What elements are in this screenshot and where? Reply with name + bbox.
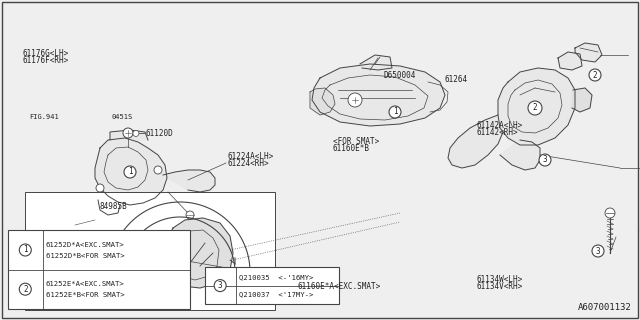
Circle shape bbox=[154, 166, 162, 174]
Text: 61224A<LH>: 61224A<LH> bbox=[227, 152, 273, 161]
Polygon shape bbox=[558, 52, 582, 70]
Text: 61176F<RH>: 61176F<RH> bbox=[22, 56, 68, 65]
Text: 61160E*B: 61160E*B bbox=[333, 144, 370, 153]
Text: 3: 3 bbox=[543, 156, 547, 164]
Text: Q210037  <'17MY->: Q210037 <'17MY-> bbox=[239, 291, 313, 297]
Text: 61160E*A<EXC.SMAT>: 61160E*A<EXC.SMAT> bbox=[298, 282, 381, 291]
Text: 3: 3 bbox=[218, 281, 223, 290]
Text: 2: 2 bbox=[593, 70, 597, 79]
Circle shape bbox=[389, 106, 401, 118]
Text: 61224<RH>: 61224<RH> bbox=[227, 159, 269, 168]
Text: 2: 2 bbox=[23, 285, 28, 294]
Polygon shape bbox=[575, 43, 602, 62]
Circle shape bbox=[605, 208, 615, 218]
Text: 1: 1 bbox=[128, 167, 132, 177]
Text: <FOR SMAT>: <FOR SMAT> bbox=[333, 137, 379, 146]
Text: 1: 1 bbox=[23, 245, 28, 254]
Text: 2: 2 bbox=[532, 103, 538, 113]
Polygon shape bbox=[95, 138, 167, 205]
Text: Q210035  <-'16MY>: Q210035 <-'16MY> bbox=[239, 275, 313, 281]
Text: 61134W<LH>: 61134W<LH> bbox=[477, 275, 523, 284]
Polygon shape bbox=[572, 88, 592, 112]
Circle shape bbox=[19, 244, 31, 256]
Circle shape bbox=[592, 245, 604, 257]
Circle shape bbox=[214, 280, 226, 292]
Circle shape bbox=[528, 101, 542, 115]
Bar bbox=[205, 267, 339, 304]
Polygon shape bbox=[310, 88, 335, 115]
Text: 61142<RH>: 61142<RH> bbox=[477, 128, 518, 137]
Circle shape bbox=[124, 166, 136, 178]
Circle shape bbox=[96, 184, 104, 192]
Circle shape bbox=[589, 69, 601, 81]
Circle shape bbox=[186, 211, 194, 219]
Polygon shape bbox=[360, 55, 392, 70]
Polygon shape bbox=[163, 218, 233, 288]
Text: FRONT: FRONT bbox=[82, 233, 109, 242]
Text: 61176G<LH>: 61176G<LH> bbox=[22, 49, 68, 58]
Circle shape bbox=[133, 131, 139, 136]
Bar bbox=[8, 230, 190, 309]
Text: 61252D*A<EXC.SMAT>: 61252D*A<EXC.SMAT> bbox=[46, 242, 125, 248]
Text: D650004: D650004 bbox=[384, 71, 417, 80]
Circle shape bbox=[539, 154, 551, 166]
Polygon shape bbox=[500, 140, 540, 170]
Text: FIG.941: FIG.941 bbox=[29, 114, 58, 120]
Text: 61264: 61264 bbox=[445, 75, 468, 84]
Text: 0451S: 0451S bbox=[112, 114, 133, 120]
Text: 3: 3 bbox=[596, 246, 600, 255]
Text: 84985B: 84985B bbox=[99, 202, 127, 211]
Polygon shape bbox=[110, 130, 148, 140]
Circle shape bbox=[348, 93, 362, 107]
Text: A607001132: A607001132 bbox=[579, 303, 632, 312]
Circle shape bbox=[123, 128, 133, 138]
Text: 61252E*A<EXC.SMAT>: 61252E*A<EXC.SMAT> bbox=[46, 281, 125, 287]
Polygon shape bbox=[448, 115, 503, 168]
Bar bbox=[25, 192, 275, 310]
Text: 1: 1 bbox=[393, 108, 397, 116]
Polygon shape bbox=[163, 170, 215, 192]
Text: 61252E*B<FOR SMAT>: 61252E*B<FOR SMAT> bbox=[46, 292, 125, 298]
Polygon shape bbox=[312, 64, 445, 126]
Circle shape bbox=[19, 283, 31, 295]
Text: 61142A<LH>: 61142A<LH> bbox=[477, 121, 523, 130]
Polygon shape bbox=[498, 68, 575, 145]
Text: 61120D: 61120D bbox=[146, 129, 173, 138]
Text: 61134V<RH>: 61134V<RH> bbox=[477, 282, 523, 291]
Text: 61252D*B<FOR SMAT>: 61252D*B<FOR SMAT> bbox=[46, 253, 125, 259]
